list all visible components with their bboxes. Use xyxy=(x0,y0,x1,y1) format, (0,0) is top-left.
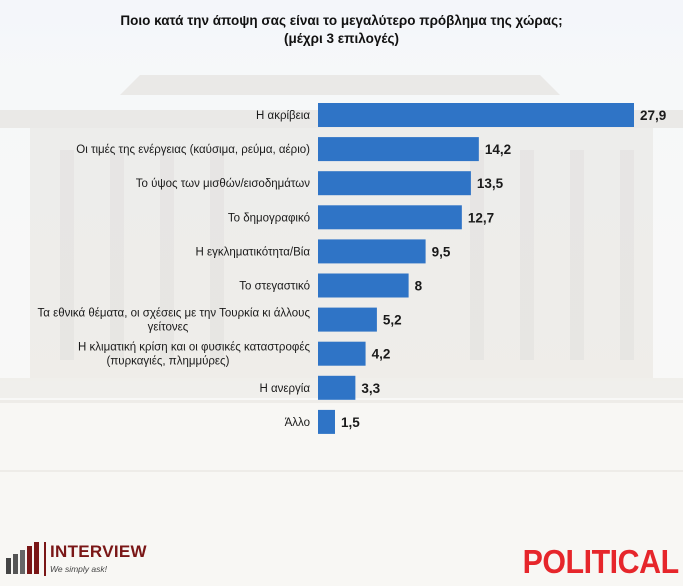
bar-1 xyxy=(318,137,479,162)
bar-5 xyxy=(318,273,409,298)
interview-bars-icon xyxy=(6,542,39,574)
bar-8 xyxy=(318,375,356,400)
bar-4 xyxy=(318,239,426,264)
bar-value-label-6: 5,2 xyxy=(383,313,402,328)
bar-2 xyxy=(318,171,471,196)
interview-logo-divider xyxy=(44,542,46,576)
bar-value-label-2: 13,5 xyxy=(477,176,504,191)
category-label-5: Το στεγαστικό xyxy=(239,281,310,293)
bar-6 xyxy=(318,307,377,332)
bar-value-label-3: 12,7 xyxy=(468,210,494,225)
bar-0 xyxy=(318,103,634,127)
category-label-2: Το ύψος των μισθών/εισοδημάτων xyxy=(136,178,310,190)
chart-title: Ποιο κατά την άποψη σας είναι το μεγαλύτ… xyxy=(0,12,683,48)
bar-value-label-8: 3,3 xyxy=(361,381,380,396)
category-label-8: Η ανεργία xyxy=(259,383,310,395)
category-label-1: Οι τιμές της ενέργειας (καύσιμα, ρεύμα, … xyxy=(76,144,310,156)
category-label-6-line-2: γείτονες xyxy=(148,322,189,334)
category-label-6-line-1: Τα εθνικά θέματα, οι σχέσεις με την Τουρ… xyxy=(38,308,311,320)
bar-value-label-7: 4,2 xyxy=(372,347,391,362)
category-label-3: Το δημογραφικό xyxy=(228,212,310,224)
bar-7 xyxy=(318,341,366,366)
category-label-4: Η εγκληματικότητα/Βία xyxy=(195,246,310,258)
political-logo: POLITICAL xyxy=(522,543,680,580)
bar-3 xyxy=(318,205,462,230)
category-label-9: Άλλο xyxy=(285,417,310,429)
bar-value-label-9: 1,5 xyxy=(341,415,360,430)
bar-value-label-5: 8 xyxy=(415,279,423,294)
chart-title-line-1: Ποιο κατά την άποψη σας είναι το μεγαλύτ… xyxy=(120,13,563,28)
interview-logo-name: INTERVIEW xyxy=(50,542,147,561)
bar-9 xyxy=(318,409,335,434)
bar-value-label-4: 9,5 xyxy=(432,244,451,259)
bar-value-label-1: 14,2 xyxy=(485,142,511,157)
bar-value-label-0: 27,9 xyxy=(640,108,666,123)
interview-logo-tagline: We simply ask! xyxy=(50,564,107,574)
interview-logo: INTERVIEW We simply ask! xyxy=(6,540,166,580)
chart-title-line-2: (μέχρι 3 επιλογές) xyxy=(284,31,399,46)
category-label-7-line-1: Η κλιματική κρίση και οι φυσικές καταστρ… xyxy=(78,342,310,354)
category-label-7-line-2: (πυρκαγιές, πλημμύρες) xyxy=(107,356,230,368)
category-label-0: Η ακρίβεια xyxy=(256,110,310,122)
